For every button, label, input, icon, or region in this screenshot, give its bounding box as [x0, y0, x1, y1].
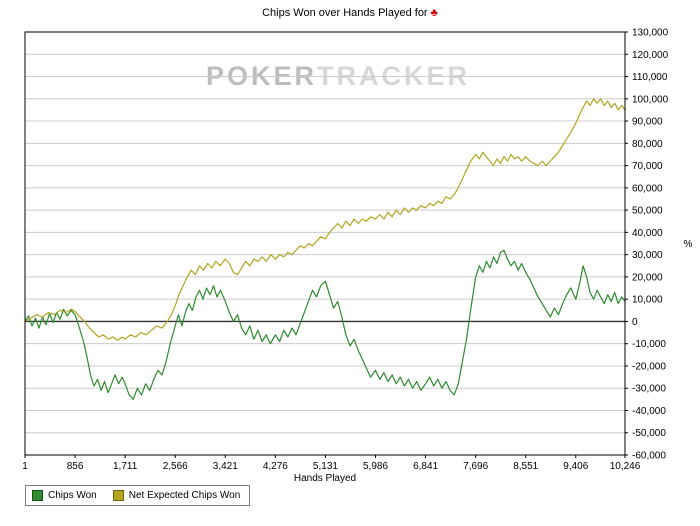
- svg-text:-60,000: -60,000: [632, 451, 666, 462]
- svg-text:50,000: 50,000: [632, 206, 663, 217]
- svg-text:-40,000: -40,000: [632, 406, 666, 417]
- gridlines: [25, 31, 628, 456]
- svg-text:0: 0: [632, 317, 638, 328]
- svg-text:90,000: 90,000: [632, 117, 663, 128]
- club-suit-icon: ♣: [430, 7, 438, 19]
- svg-text:4,276: 4,276: [263, 461, 288, 472]
- chart-title: Chips Won over Hands Played for ♣: [0, 7, 700, 19]
- svg-text:130,000: 130,000: [632, 28, 669, 39]
- x-axis-title: Hands Played: [294, 473, 356, 484]
- svg-text:1: 1: [22, 461, 28, 472]
- svg-text:-30,000: -30,000: [632, 384, 666, 395]
- svg-text:7,696: 7,696: [463, 461, 488, 472]
- svg-text:80,000: 80,000: [632, 139, 663, 150]
- legend-label-net-expected: Net Expected Chips Won: [128, 490, 241, 501]
- svg-text:3,421: 3,421: [213, 461, 238, 472]
- plot-frame: [24, 31, 626, 456]
- svg-text:9,406: 9,406: [563, 461, 588, 472]
- svg-text:-50,000: -50,000: [632, 428, 666, 439]
- svg-text:2,566: 2,566: [163, 461, 188, 472]
- svg-text:10,000: 10,000: [632, 295, 663, 306]
- svg-text:70,000: 70,000: [632, 161, 663, 172]
- svg-text:5,986: 5,986: [363, 461, 388, 472]
- svg-text:40,000: 40,000: [632, 228, 663, 239]
- svg-text:-20,000: -20,000: [632, 361, 666, 372]
- svg-text:-10,000: -10,000: [632, 339, 666, 350]
- legend: Chips Won Net Expected Chips Won: [25, 485, 251, 506]
- svg-text:110,000: 110,000: [632, 72, 668, 83]
- svg-text:120,000: 120,000: [632, 50, 669, 61]
- y-axis-labels: -60,000 -50,000 -40,000 -30,000 -20,000 -10,0…: [632, 28, 669, 462]
- series-lines: [24, 98, 626, 400]
- svg-text:856: 856: [67, 461, 84, 472]
- svg-text:100,000: 100,000: [632, 94, 669, 105]
- svg-text:8,551: 8,551: [513, 461, 538, 472]
- svg-text:6,841: 6,841: [413, 461, 438, 472]
- legend-label-chips-won: Chips Won: [48, 490, 97, 501]
- svg-text:5,131: 5,131: [313, 461, 338, 472]
- svg-text:60,000: 60,000: [632, 183, 663, 194]
- svg-text:10,246: 10,246: [610, 461, 641, 472]
- x-axis-labels: 1 856 1,711 2,566 3,421 4,276 5,131 5,986 6,841 7…: [22, 455, 641, 472]
- legend-item-chips-won: Chips Won: [32, 490, 97, 501]
- legend-swatch-net-expected: [112, 490, 124, 501]
- svg-text:30,000: 30,000: [632, 250, 663, 261]
- svg-text:20,000: 20,000: [632, 272, 663, 283]
- svg-text:1,711: 1,711: [113, 461, 138, 472]
- legend-item-net-expected: Net Expected Chips Won: [112, 490, 241, 501]
- y-axis-unit: %: [684, 239, 693, 250]
- chart-title-text: Chips Won over Hands Played for: [262, 7, 428, 19]
- legend-swatch-chips-won: [32, 490, 43, 501]
- watermark: POKERTRACKER: [206, 61, 470, 91]
- watermark-poker: POKER: [206, 61, 317, 91]
- watermark-tracker: TRACKER: [317, 61, 470, 91]
